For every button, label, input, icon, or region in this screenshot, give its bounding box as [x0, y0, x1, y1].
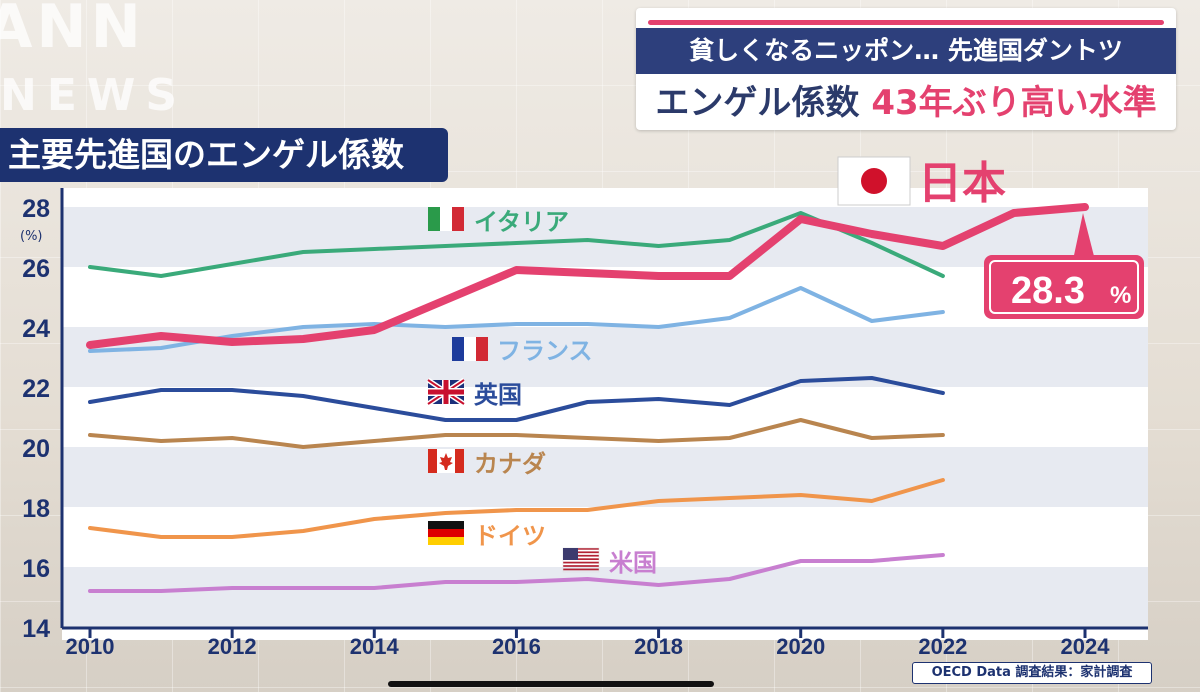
series-line-italy — [88, 211, 945, 278]
series-label-usa: 米国 — [609, 549, 657, 577]
logo-line1: ANN — [0, 0, 145, 62]
source-credit: OECD Data 調査結果：家計調査 — [912, 662, 1152, 684]
flag-part — [563, 558, 599, 561]
x-tick-label: 2024 — [1061, 634, 1111, 659]
home-indicator — [388, 681, 714, 687]
x-tick-label: 2020 — [776, 634, 825, 659]
ann-news-logo: ANN NEWS — [0, 0, 200, 130]
chart-title: 主要先進国のエンゲル係数 — [0, 128, 448, 182]
flag-part — [476, 337, 488, 361]
flag-part — [428, 207, 440, 231]
flag-part — [563, 548, 578, 560]
series-label-uk: 英国 — [474, 381, 522, 409]
series-label-canada: カナダ — [474, 450, 546, 478]
x-tick-label: 2018 — [634, 634, 683, 659]
flag-icon-france — [452, 337, 488, 361]
series-line-usa — [88, 553, 945, 593]
y-tick-label: 20 — [22, 435, 50, 463]
y-tick-label: 18 — [22, 495, 50, 523]
y-tick-label: 24 — [22, 315, 50, 343]
grid-band — [62, 447, 1148, 507]
y-tick-label: 28 — [22, 195, 50, 223]
x-tick-label: 2012 — [208, 634, 257, 659]
flag-part — [428, 449, 437, 473]
flag-part — [563, 561, 599, 564]
flag-part — [563, 551, 599, 554]
series-label-japan: 日本 — [918, 158, 1006, 209]
flag-icon-usa — [562, 547, 600, 573]
headline-accent-bar — [648, 20, 1164, 25]
y-tick-label: 22 — [22, 375, 50, 403]
headline-title-part2: 43年ぶり高い水準 — [871, 83, 1157, 123]
x-tick-label: 2022 — [918, 634, 967, 659]
series-line-france — [88, 286, 945, 353]
grid-band — [62, 567, 1148, 627]
flag-part — [563, 568, 599, 571]
y-tick-label: 16 — [22, 555, 50, 583]
flag-part — [439, 453, 453, 470]
flag-icon-canada — [428, 449, 464, 473]
y-tick-label: 26 — [22, 255, 50, 283]
headline-subtitle: 貧しくなるニッポン… 先進国ダントツ — [636, 28, 1176, 74]
flag-part — [563, 554, 599, 557]
flag-part — [428, 537, 464, 545]
callout-box — [984, 255, 1144, 319]
flag-part — [428, 389, 464, 395]
flag-part — [563, 548, 599, 550]
x-tick-label: 2014 — [350, 634, 400, 659]
headline-title-part1: エンゲル係数 — [655, 83, 860, 123]
flag-icon-italy — [428, 207, 464, 231]
flag-icon-japan — [837, 156, 911, 206]
y-tick-label: 14 — [22, 615, 50, 643]
flag-part — [452, 207, 464, 231]
series-line-canada — [88, 418, 945, 449]
logo-line2: NEWS — [0, 70, 188, 121]
x-tick-label: 2010 — [66, 634, 115, 659]
series-label-italy: イタリア — [474, 208, 569, 236]
callout-unit: % — [1110, 282, 1131, 309]
flag-icon-germany — [428, 521, 464, 545]
callout-inner-border — [989, 260, 1139, 314]
flag-part — [440, 207, 452, 231]
series-label-germany: ドイツ — [474, 522, 546, 550]
x-tick-label: 2016 — [492, 634, 541, 659]
headline-panel: 貧しくなるニッポン… 先進国ダントツ エンゲル係数 43年ぶり高い水準 — [636, 8, 1176, 130]
flag-part — [428, 521, 464, 529]
flag-part — [455, 449, 464, 473]
flag-part — [861, 168, 887, 194]
callout-value: 28.3 — [1011, 270, 1085, 312]
series-line-uk — [88, 376, 945, 422]
headline-title: エンゲル係数 43年ぶり高い水準 — [636, 76, 1176, 130]
callout-pointer — [1073, 213, 1095, 260]
series-label-france: フランス — [497, 337, 593, 365]
series-line-germany — [88, 478, 945, 539]
flag-part — [464, 337, 476, 361]
flag-icon-uk — [426, 377, 466, 407]
y-unit-label: (%) — [20, 229, 43, 244]
grid-band — [62, 207, 1148, 267]
flag-part — [452, 337, 464, 361]
series-line-japan — [86, 203, 1089, 349]
grid-band — [62, 327, 1148, 387]
flag-part — [563, 565, 599, 567]
flag-part — [428, 529, 464, 537]
